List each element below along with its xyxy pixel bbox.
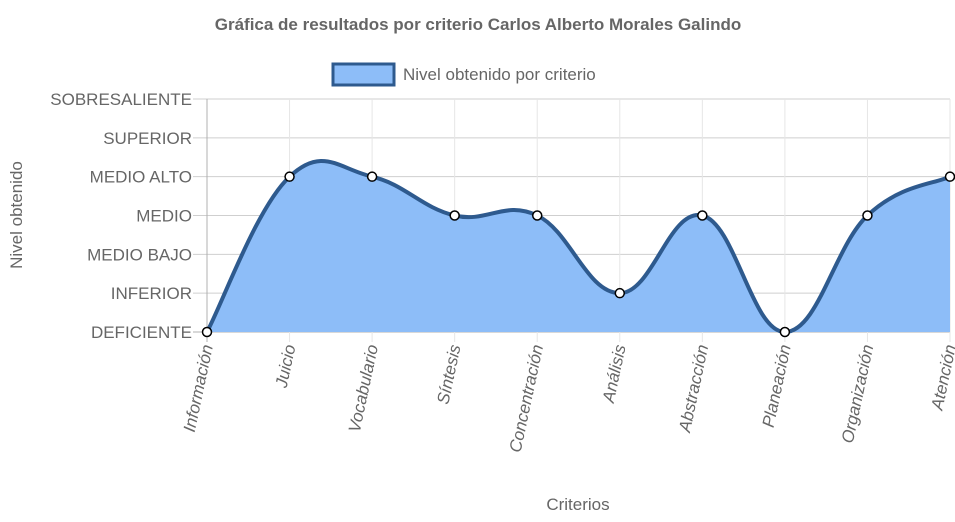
x-tick-label: Síntesis bbox=[433, 342, 464, 406]
y-tick-label: MEDIO bbox=[136, 207, 192, 226]
data-point-abstracción[interactable] bbox=[697, 210, 708, 221]
data-point-síntesis[interactable] bbox=[449, 210, 460, 221]
x-tick-label: Información bbox=[180, 343, 217, 434]
x-tick-label: Abstracción bbox=[675, 343, 712, 435]
y-tick-label: MEDIO ALTO bbox=[90, 168, 192, 187]
y-tick-label: DEFICIENTE bbox=[91, 323, 192, 342]
data-point-concentración[interactable] bbox=[531, 210, 543, 221]
x-tick-label: Análisis bbox=[599, 342, 630, 405]
x-tick-label: Planeación bbox=[759, 343, 795, 429]
x-tick-label: Atención bbox=[927, 343, 955, 413]
series-area bbox=[207, 160, 950, 332]
data-point-juicio[interactable] bbox=[284, 171, 295, 182]
x-tick-label: Vocabulario bbox=[345, 343, 382, 434]
data-point-información[interactable] bbox=[201, 326, 213, 338]
legend-label[interactable]: Nivel obtenido por criterio bbox=[403, 65, 596, 84]
x-tick-label: Juicio bbox=[272, 343, 300, 390]
x-axis: Información Juicio Vocabulario Síntesis Conc… bbox=[180, 342, 955, 454]
data-point-organización[interactable] bbox=[862, 210, 873, 221]
y-tick-label: INFERIOR bbox=[111, 284, 192, 303]
x-tick-label: Organización bbox=[838, 343, 877, 445]
x-axis-title: Criterios bbox=[546, 495, 609, 514]
legend-swatch[interactable] bbox=[331, 62, 396, 87]
y-tick-label: SUPERIOR bbox=[103, 129, 192, 148]
plot-area bbox=[201, 158, 955, 338]
data-point-planeación[interactable] bbox=[779, 326, 791, 338]
data-point-análisis[interactable] bbox=[614, 287, 626, 299]
y-tick-label: MEDIO BAJO bbox=[87, 245, 192, 264]
y-axis-title: Nivel obtenido bbox=[7, 161, 26, 269]
y-axis: DEFICIENTE INFERIOR MEDIO BAJO MEDIO MEDIO A… bbox=[50, 90, 192, 342]
legend[interactable]: Nivel obtenido por criterio bbox=[331, 62, 596, 87]
chart-title: Gráfica de resultados por criterio Carlo… bbox=[215, 15, 742, 34]
series-line bbox=[205, 158, 951, 334]
x-tick-label: Concentración bbox=[506, 343, 547, 454]
data-point-vocabulario[interactable] bbox=[366, 171, 378, 182]
y-tick-label: SOBRESALIENTE bbox=[50, 90, 192, 109]
data-point-atención[interactable] bbox=[944, 171, 955, 182]
